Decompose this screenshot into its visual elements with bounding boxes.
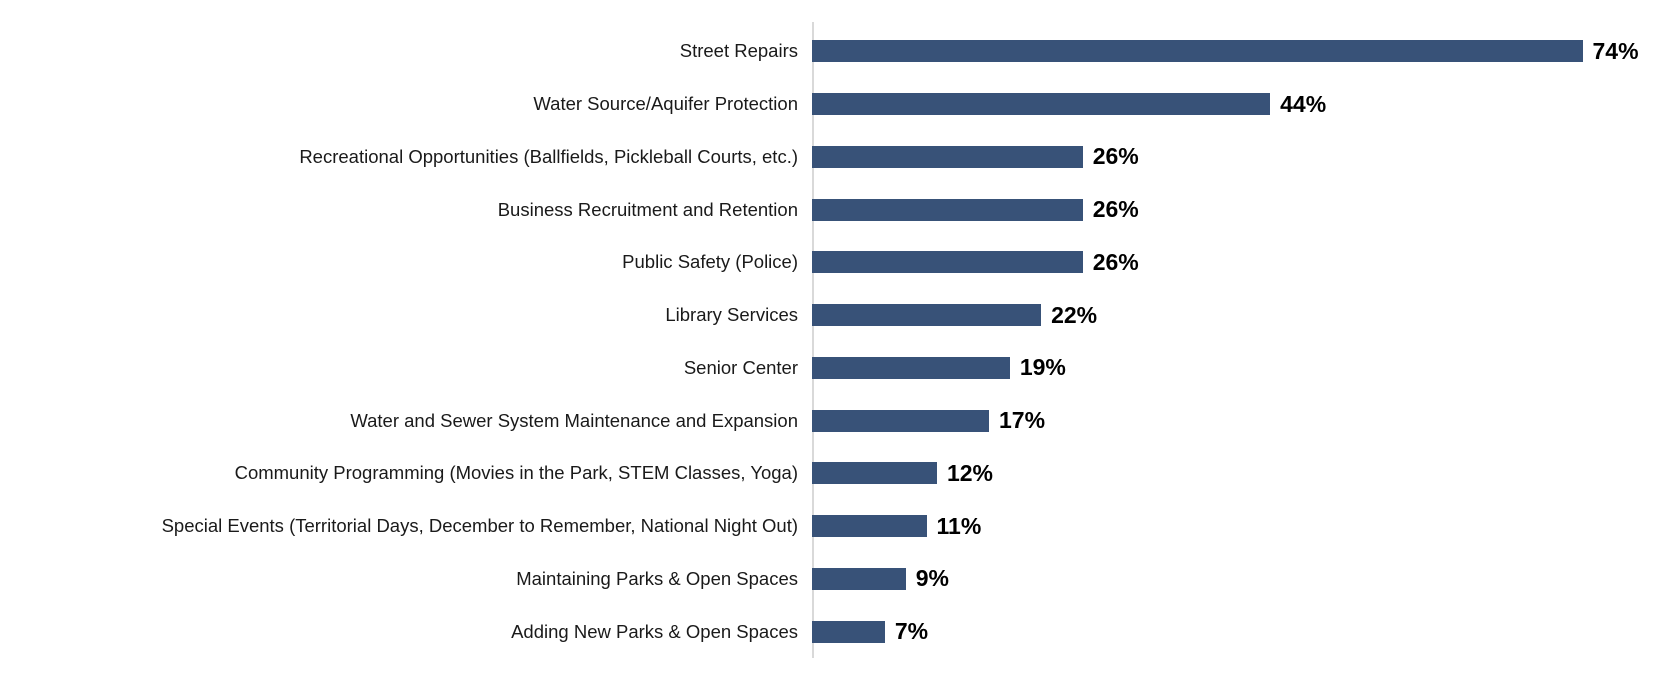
bar [812, 567, 906, 590]
category-label-cell: Special Events (Territorial Days, Decemb… [0, 515, 812, 537]
value-label: 11% [936, 512, 982, 539]
bar [812, 515, 927, 538]
bar [812, 40, 1583, 63]
value-label: 26% [1092, 143, 1139, 170]
value-label: 26% [1092, 196, 1139, 223]
bar-area: 26% [812, 236, 1645, 289]
bar [812, 409, 989, 432]
bar-area: 17% [812, 394, 1645, 447]
category-label: Recreational Opportunities (Ballfields, … [299, 145, 798, 167]
category-label: Water Source/Aquifer Protection [533, 93, 798, 115]
category-label-cell: Maintaining Parks & Open Spaces [0, 568, 812, 590]
category-label-cell: Public Safety (Police) [0, 251, 812, 273]
category-label: Business Recruitment and Retention [497, 198, 798, 220]
bar-area: 11% [812, 500, 1645, 553]
bar-row: Special Events (Territorial Days, Decemb… [0, 500, 1645, 553]
bar-row: Street Repairs 74% [0, 25, 1645, 78]
bar-row: Community Programming (Movies in the Par… [0, 447, 1645, 500]
bar-row: Public Safety (Police) 26% [0, 236, 1645, 289]
value-label: 12% [946, 459, 993, 486]
category-label-cell: Street Repairs [0, 40, 812, 62]
bar-area: 9% [812, 553, 1645, 606]
bar-area: 74% [812, 25, 1645, 78]
bar-row: Business Recruitment and Retention 26% [0, 183, 1645, 236]
bar-area: 44% [812, 78, 1645, 131]
category-label: Street Repairs [679, 40, 798, 62]
value-label: 9% [915, 565, 949, 592]
category-label: Water and Sewer System Maintenance and E… [350, 409, 798, 431]
category-label: Adding New Parks & Open Spaces [511, 620, 798, 642]
category-axis-line [812, 22, 814, 658]
bar-rows: Street Repairs 74% Water Source/Aquifer … [0, 25, 1645, 658]
value-label: 17% [999, 407, 1046, 434]
category-label-cell: Community Programming (Movies in the Par… [0, 462, 812, 484]
bar-area: 26% [812, 131, 1645, 184]
category-label-cell: Library Services [0, 304, 812, 326]
bar-area: 19% [812, 342, 1645, 395]
bar-area: 26% [812, 183, 1645, 236]
bar-area: 22% [812, 289, 1645, 342]
value-label: 19% [1019, 354, 1066, 381]
category-label-cell: Adding New Parks & Open Spaces [0, 621, 812, 643]
bar-area: 12% [812, 447, 1645, 500]
value-label: 7% [894, 618, 929, 645]
bar [812, 304, 1042, 327]
bar-row: Senior Center 19% [0, 342, 1645, 395]
value-label: 44% [1280, 90, 1327, 117]
bar-row: Recreational Opportunities (Ballfields, … [0, 131, 1645, 184]
category-label-cell: Senior Center [0, 357, 812, 379]
category-label-cell: Water and Sewer System Maintenance and E… [0, 410, 812, 432]
value-label: 22% [1051, 301, 1098, 328]
value-label: 74% [1592, 37, 1639, 64]
bar [812, 620, 885, 643]
category-label: Senior Center [683, 356, 798, 378]
value-label: 26% [1092, 248, 1139, 275]
category-label: Maintaining Parks & Open Spaces [516, 567, 798, 589]
bar [812, 251, 1083, 274]
category-label: Community Programming (Movies in the Par… [234, 462, 798, 484]
bar-area: 7% [812, 605, 1645, 658]
bar [812, 356, 1010, 379]
bar-row: Library Services 22% [0, 289, 1645, 342]
bar [812, 93, 1271, 116]
bar-row: Water and Sewer System Maintenance and E… [0, 394, 1645, 447]
bar-row: Adding New Parks & Open Spaces 7% [0, 605, 1645, 658]
category-label-cell: Water Source/Aquifer Protection [0, 93, 812, 115]
category-label-cell: Recreational Opportunities (Ballfields, … [0, 146, 812, 168]
category-label-cell: Business Recruitment and Retention [0, 199, 812, 221]
bar [812, 198, 1083, 221]
bar-row: Maintaining Parks & Open Spaces 9% [0, 553, 1645, 606]
category-label: Library Services [665, 304, 798, 326]
category-label: Special Events (Territorial Days, Decemb… [161, 515, 798, 537]
category-label: Public Safety (Police) [622, 251, 798, 273]
bar-row: Water Source/Aquifer Protection 44% [0, 78, 1645, 131]
bar [812, 145, 1083, 168]
bar [812, 462, 937, 485]
